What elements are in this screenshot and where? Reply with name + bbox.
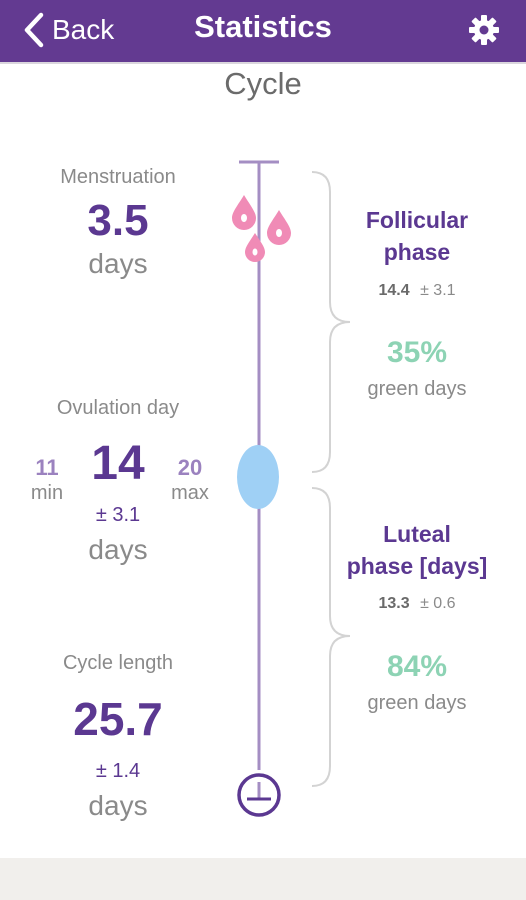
cycle-length-value: 25.7 — [73, 693, 163, 745]
follicular-green-percent: 35% — [386, 336, 448, 369]
luteal-title-line1: Luteal — [383, 521, 451, 547]
page-title: Statistics — [194, 9, 332, 44]
menstruation-label: Menstruation — [60, 166, 176, 188]
luteal-mean: 13.3 — [378, 595, 410, 612]
ovulation-deviation: ± 3.1 — [95, 504, 141, 526]
luteal-title: Luteal phase [days] — [340, 518, 494, 582]
header-divider — [0, 62, 526, 64]
gear-icon[interactable] — [468, 14, 500, 46]
ovulation-max-label: max — [171, 482, 209, 504]
chevron-left-icon — [24, 12, 44, 48]
luteal-title-line2: phase [days] — [346, 553, 488, 579]
ovulation-min-value: 11 — [35, 455, 59, 480]
follicular-title-line2: phase — [383, 239, 451, 265]
ovulation-label: Ovulation day — [56, 397, 180, 419]
ovulation-min-label: min — [30, 482, 64, 504]
luteal-green-label: green days — [367, 692, 467, 714]
cycle-length-deviation: ± 1.4 — [95, 760, 141, 782]
menstruation-unit: days — [88, 248, 148, 279]
luteal-stats: 13.3 ± 0.6 — [340, 595, 494, 613]
follicular-stats: 14.4 ± 3.1 — [340, 282, 494, 300]
follicular-deviation: ± 3.1 — [420, 282, 456, 299]
luteal-brace — [311, 487, 351, 787]
follicular-brace — [311, 171, 351, 473]
follicular-green-label: green days — [367, 378, 467, 400]
back-button[interactable]: Back — [22, 10, 114, 50]
ovulation-value: 14 — [91, 437, 145, 490]
back-label: Back — [52, 14, 115, 45]
menstruation-drops-icon — [232, 195, 291, 262]
ovulation-unit: days — [88, 534, 148, 565]
luteal-green-percent: 84% — [386, 650, 448, 683]
follicular-title-line1: Follicular — [365, 207, 469, 233]
section-title: Cycle — [224, 66, 302, 101]
cycle-length-label: Cycle length — [62, 652, 174, 674]
ovulation-max-value: 20 — [177, 455, 203, 480]
follicular-title: Follicular phase — [350, 204, 484, 268]
cycle-length-unit: days — [88, 790, 148, 821]
footer-bar — [0, 858, 526, 900]
cycle-end-icon — [237, 773, 281, 817]
app-header: Back Statistics — [0, 0, 526, 62]
ovulation-egg-icon — [237, 445, 279, 509]
menstruation-value: 3.5 — [87, 196, 149, 245]
follicular-mean: 14.4 — [378, 282, 410, 299]
luteal-deviation: ± 0.6 — [420, 595, 456, 612]
